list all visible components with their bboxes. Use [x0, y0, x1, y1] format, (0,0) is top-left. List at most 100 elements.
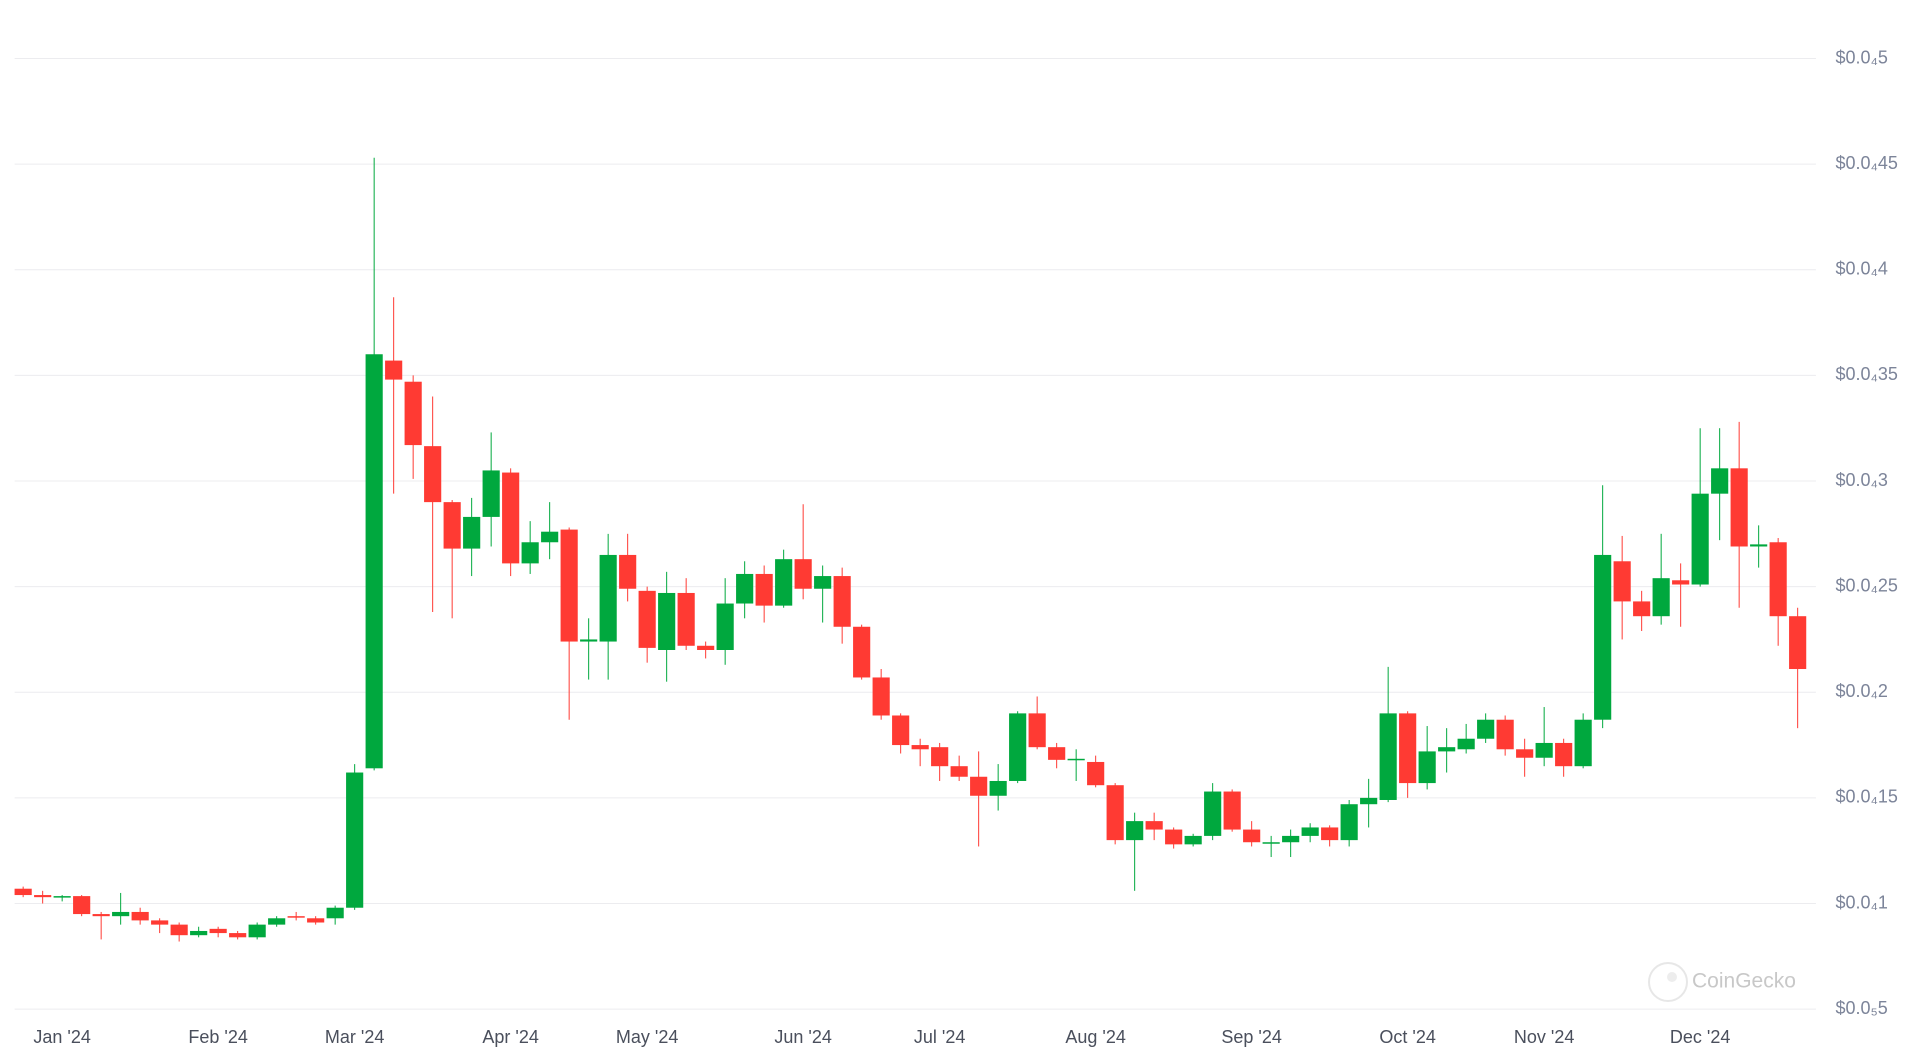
candle-body [463, 516, 481, 549]
candle-body [950, 766, 968, 777]
candle-body [911, 745, 929, 750]
candle-body [268, 918, 286, 925]
candle-body [1672, 580, 1690, 585]
y-tick-label: $0.0₅5 [1835, 998, 1887, 1018]
candle-body [931, 747, 949, 767]
candle-body [1730, 468, 1748, 547]
candle-body [736, 573, 754, 604]
candle-body [521, 542, 539, 564]
candle-body [794, 559, 812, 589]
candle-body [209, 928, 227, 934]
candle-body [307, 918, 325, 923]
candle-body [1282, 835, 1300, 843]
x-tick-label: Jul '24 [914, 1027, 965, 1047]
candle-body [502, 472, 520, 564]
candle-body [814, 576, 832, 589]
candle-body [1574, 719, 1592, 767]
candle-body [1184, 835, 1202, 845]
candle-body [1067, 758, 1085, 761]
watermark-logo [1648, 962, 1688, 1002]
x-tick-label: Jun '24 [774, 1027, 831, 1047]
candle-body [385, 360, 403, 380]
candle-body [541, 531, 559, 543]
candle-body [833, 576, 851, 627]
candle-body [892, 715, 910, 746]
y-tick-label: $0.0₄3 [1835, 470, 1887, 490]
candle-body [599, 554, 617, 642]
candle-body [755, 573, 773, 606]
candle-body [482, 470, 500, 517]
candle-body [1165, 829, 1183, 845]
candle-body [53, 896, 71, 898]
candle-body [287, 916, 305, 918]
candle-body [1145, 821, 1163, 830]
candle-body [34, 895, 52, 898]
x-tick-label: Sep '24 [1221, 1027, 1282, 1047]
candle-body [229, 933, 247, 938]
candle-body [326, 907, 344, 919]
candle-body [443, 502, 461, 549]
candle-body [638, 590, 656, 648]
candle-body [1750, 544, 1768, 547]
candle-body [560, 529, 578, 642]
candle-body [872, 677, 890, 716]
candle-body [1711, 468, 1729, 494]
candle-body [1652, 578, 1670, 617]
candle-body [716, 603, 734, 650]
candle-body [1028, 713, 1046, 748]
candle-body [112, 911, 130, 917]
candle-body [989, 780, 1007, 796]
y-tick-label: $0.0₄35 [1835, 364, 1897, 384]
candle-body [1418, 751, 1436, 784]
candle-body [404, 381, 422, 446]
candle-body [151, 920, 169, 925]
candle-body [1204, 791, 1222, 836]
candle-body [365, 354, 383, 769]
x-tick-label: Dec '24 [1670, 1027, 1730, 1047]
candle-body [697, 645, 715, 650]
y-tick-label: $0.0₄5 [1835, 47, 1887, 67]
candle-body [170, 924, 188, 936]
candle-body [346, 772, 364, 908]
x-tick-label: Aug '24 [1065, 1027, 1126, 1047]
y-tick-label: $0.0₄4 [1835, 259, 1887, 279]
candle-body [1613, 561, 1631, 602]
x-tick-label: Apr '24 [482, 1027, 538, 1047]
candle-body [1438, 747, 1456, 752]
candle-body [970, 776, 988, 796]
x-tick-label: Mar '24 [325, 1027, 384, 1047]
candle-body [1769, 542, 1787, 617]
candle-body [1594, 554, 1612, 720]
candle-body [1223, 791, 1241, 830]
watermark: CoinGecko [1692, 970, 1796, 993]
candle-body [1106, 785, 1124, 841]
candle-body [1321, 827, 1339, 841]
x-tick-label: Oct '24 [1379, 1027, 1435, 1047]
candle-body [1477, 719, 1495, 739]
candle-body [73, 896, 91, 915]
candle-body [1360, 797, 1378, 805]
candle-body [1340, 804, 1358, 841]
candle-body [1789, 616, 1807, 670]
candle-body [1009, 713, 1027, 781]
candle-body [14, 888, 32, 896]
candle-body [853, 626, 871, 678]
y-tick-label: $0.0₄2 [1835, 681, 1887, 701]
candle-body [775, 559, 793, 606]
candle-body [580, 639, 598, 642]
candle-body [1048, 747, 1066, 760]
candle-body [1633, 601, 1651, 617]
candle-body [1087, 761, 1105, 786]
candle-body [424, 446, 442, 503]
x-tick-label: Feb '24 [188, 1027, 247, 1047]
y-tick-label: $0.0₄15 [1835, 787, 1897, 807]
x-tick-label: Nov '24 [1514, 1027, 1574, 1047]
candle-body [1535, 742, 1553, 758]
candle-body [92, 914, 110, 917]
y-tick-label: $0.0₄1 [1835, 892, 1887, 912]
candle-body [1457, 738, 1475, 750]
candle-body [619, 554, 637, 589]
candle-body [248, 924, 266, 938]
candle-body [677, 592, 695, 646]
